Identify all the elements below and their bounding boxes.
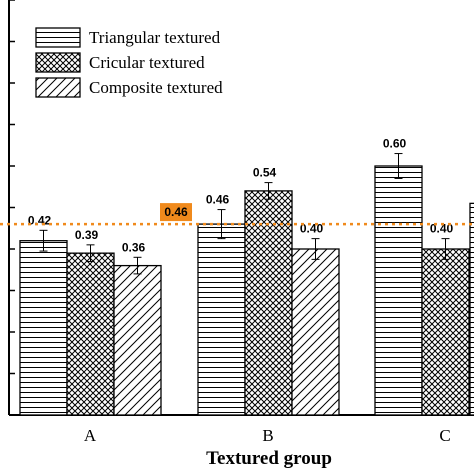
legend-swatch-2 — [35, 77, 81, 98]
x-tick-A: A — [84, 426, 97, 445]
reference-line: 0.46 — [0, 203, 474, 226]
reference-label: 0.46 — [164, 205, 188, 219]
bar-A-1 — [66, 252, 115, 416]
legend-label-2: Composite textured — [89, 78, 223, 97]
bar-cropped — [469, 202, 474, 416]
data-label: 0.39 — [75, 228, 99, 242]
data-label: 0.54 — [253, 166, 277, 180]
bar-B-0 — [197, 223, 246, 416]
bar-B-1 — [244, 190, 293, 416]
legend-swatch-1 — [35, 52, 81, 73]
reference-label-bg — [160, 203, 192, 222]
data-label: 0.46 — [206, 193, 230, 207]
bar-C-1 — [421, 248, 470, 416]
x-axis-title: Textured group — [206, 448, 332, 469]
legend: Triangular textured Cricular textured Comp… — [35, 27, 223, 98]
x-tick-B: B — [262, 426, 273, 445]
legend-label-1: Cricular textured — [89, 53, 205, 72]
bar-A-0 — [19, 240, 68, 416]
error-bars — [39, 153, 450, 275]
data-label: 0.42 — [28, 213, 52, 227]
data-label: 0.60 — [383, 137, 407, 151]
bar-C-0 — [374, 165, 423, 416]
bar-B-2 — [291, 248, 340, 416]
data-label: 0.36 — [122, 240, 146, 254]
legend-label-0: Triangular textured — [89, 28, 221, 47]
legend-swatch-0 — [35, 27, 81, 48]
x-tick-labels: A B C — [84, 426, 451, 445]
bar-A-2 — [113, 264, 162, 416]
bars — [19, 165, 474, 416]
x-tick-C: C — [439, 426, 450, 445]
